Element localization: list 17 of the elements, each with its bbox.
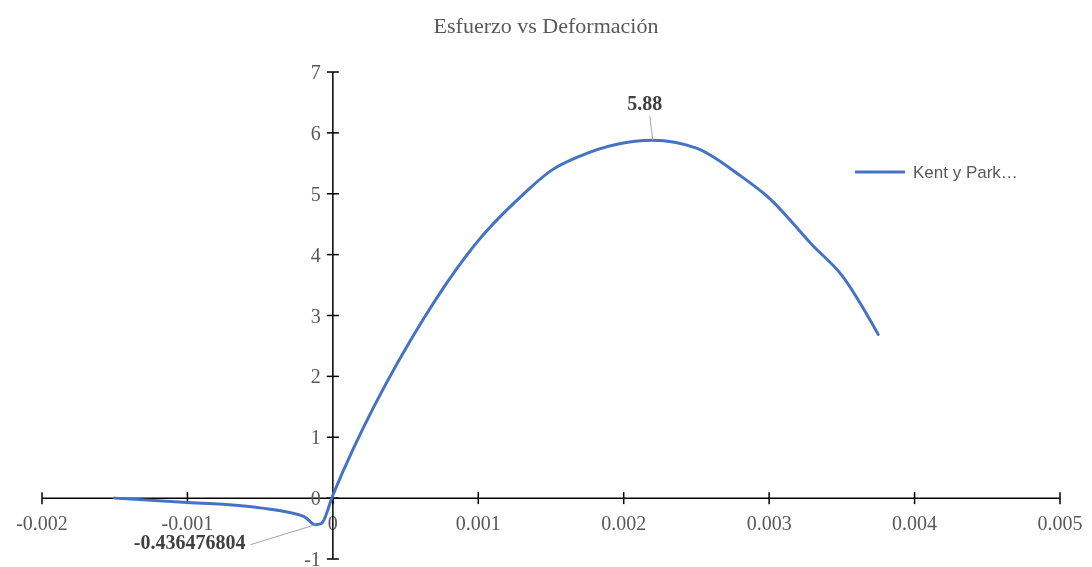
x-tick-label: 0.003 [746,512,792,535]
y-tick-label: 3 [310,304,321,327]
y-tick-label: 5 [310,182,321,205]
chart-title: Esfuerzo vs Deformación [433,13,659,38]
y-tick-label: 6 [310,121,321,144]
annotation: 5.88 [627,92,663,115]
y-tick-label: 4 [310,243,321,266]
x-tick-label: 0.005 [1037,512,1083,535]
legend-label: Kent y Park… [913,163,1018,182]
x-tick-label: 0.001 [455,512,501,535]
x-tick-label: -0.002 [16,512,68,535]
y-tick-label: -1 [304,548,321,567]
y-tick-label: 1 [310,426,321,449]
y-tick-label: 2 [310,365,321,388]
y-tick-label: 7 [310,61,321,83]
x-tick-label: 0.002 [601,512,647,535]
x-tick-label: 0.004 [892,512,938,535]
